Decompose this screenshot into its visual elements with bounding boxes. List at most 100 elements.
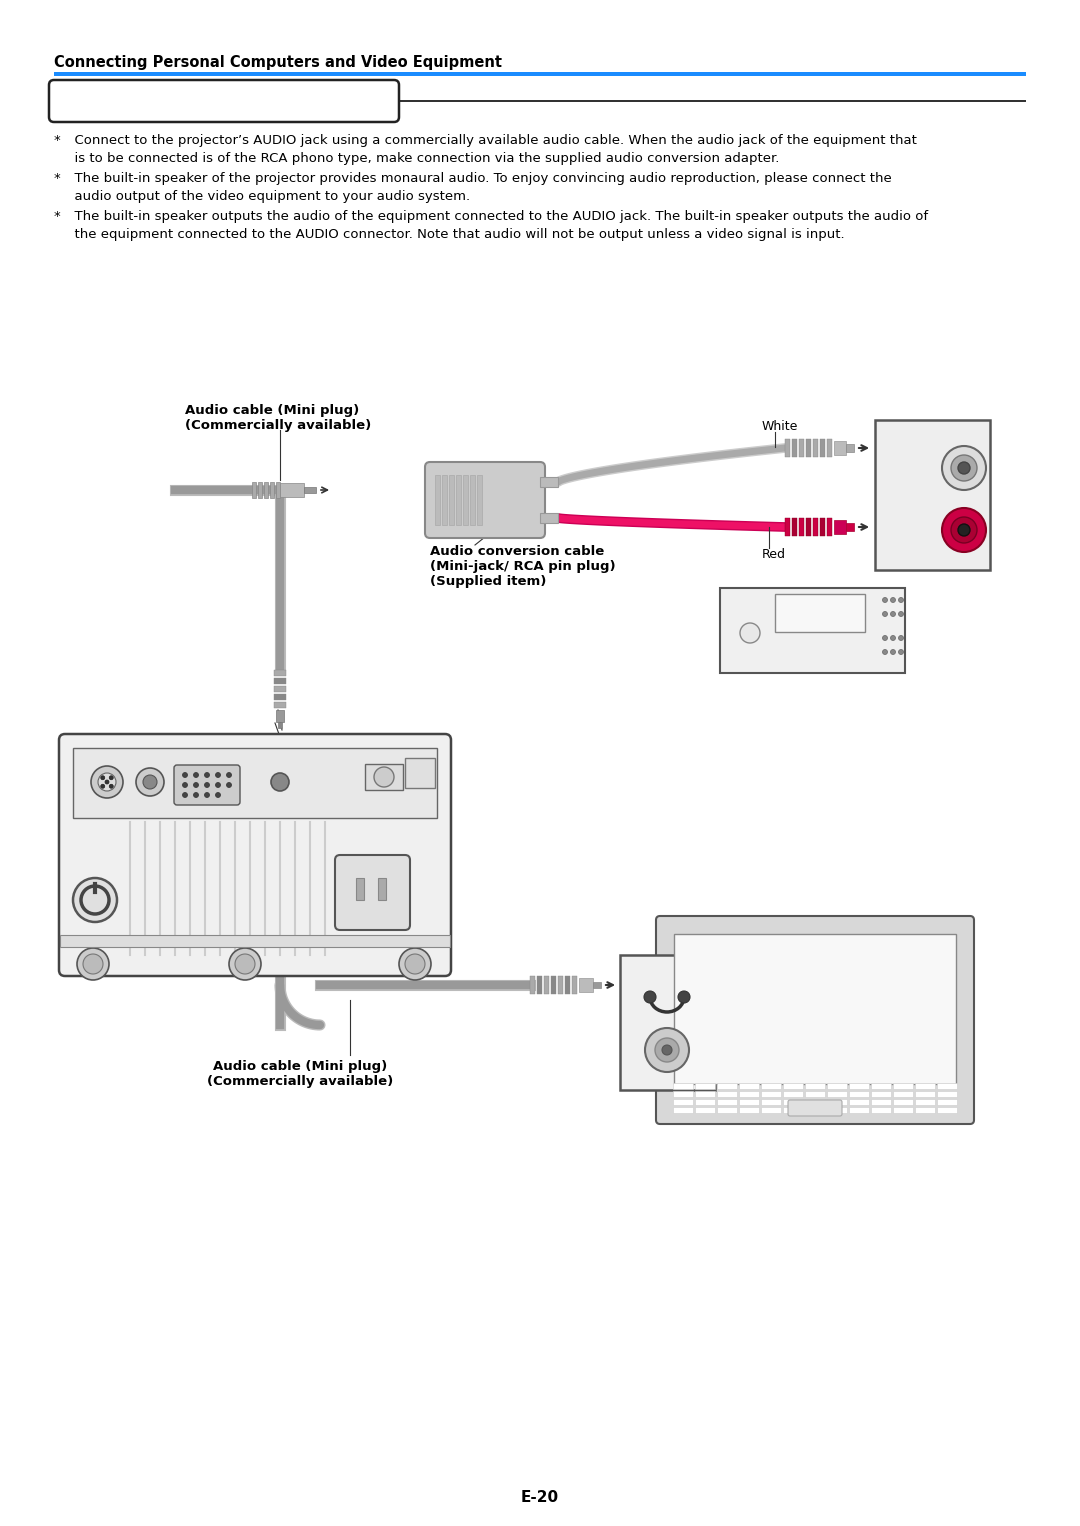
Circle shape [183,772,188,778]
Circle shape [662,1045,672,1054]
Bar [915,1106,935,1112]
Bar [463,475,468,525]
Circle shape [951,455,977,481]
Text: R: R [946,523,960,542]
Bar [274,694,286,700]
Bar [820,517,825,536]
Bar [696,1106,715,1112]
Circle shape [958,462,970,475]
Text: AUDIO OUT: AUDIO OUT [879,424,949,433]
Bar [477,475,482,525]
Circle shape [958,523,970,536]
Bar [937,1083,957,1090]
Bar [893,1083,913,1090]
Bar [537,977,542,993]
Bar [813,517,818,536]
FancyBboxPatch shape [788,1100,842,1116]
Circle shape [235,954,255,974]
Bar [551,977,556,993]
Circle shape [73,877,117,922]
Circle shape [77,948,109,980]
Text: Audio cable (Mini plug)
(Commercially available): Audio cable (Mini plug) (Commercially av… [207,1061,393,1088]
Bar [792,439,797,456]
Circle shape [271,774,289,790]
Bar [834,441,846,455]
Circle shape [654,1038,679,1062]
Bar [739,1091,759,1097]
Bar [893,1099,913,1105]
Bar [274,670,286,676]
Bar [456,475,461,525]
Bar [827,1083,847,1090]
Bar [806,517,811,536]
Bar [673,1106,693,1112]
Circle shape [942,508,986,552]
Bar [870,1091,891,1097]
Bar [544,977,549,993]
Circle shape [891,612,895,617]
Bar [717,1091,737,1097]
Bar [276,482,280,497]
Bar [449,475,454,525]
Bar [937,1091,957,1097]
Bar [274,702,286,708]
Circle shape [951,517,977,543]
Bar [783,1091,804,1097]
Circle shape [227,783,231,787]
Bar [849,1091,869,1097]
Bar [785,517,789,536]
Circle shape [891,635,895,641]
Bar [558,977,563,993]
Bar [827,1091,847,1097]
Bar [937,1099,957,1105]
Bar [783,1106,804,1112]
Bar [405,758,435,787]
Text: audio output of the video equipment to your audio system.: audio output of the video equipment to y… [66,191,470,203]
FancyBboxPatch shape [335,855,410,929]
Text: The built-in speaker outputs the audio of the equipment connected to the AUDIO j: The built-in speaker outputs the audio o… [66,211,928,223]
Text: White: White [762,420,798,433]
Text: VIDEO: VIDEO [789,598,834,610]
Circle shape [183,792,188,798]
Bar [303,487,316,493]
Circle shape [109,775,113,780]
Bar [540,478,558,487]
Circle shape [193,792,199,798]
Circle shape [399,948,431,980]
Circle shape [882,612,888,617]
Circle shape [942,446,986,490]
Bar [739,1083,759,1090]
Bar [805,1083,825,1090]
Circle shape [644,990,656,1003]
Bar [849,1083,869,1090]
Bar [252,482,256,497]
Bar [915,1091,935,1097]
FancyBboxPatch shape [174,765,240,806]
Circle shape [678,990,690,1003]
Circle shape [899,650,904,655]
Bar [805,1091,825,1097]
Bar [278,722,282,728]
Bar [827,439,832,456]
Bar [442,475,447,525]
Bar [761,1099,781,1105]
Bar [783,1099,804,1105]
Bar [761,1083,781,1090]
Bar [827,1099,847,1105]
Bar [783,1083,804,1090]
Circle shape [100,784,105,789]
Bar [792,517,797,536]
Bar [378,877,386,900]
Text: Connecting Personal Computers and Video Equipment: Connecting Personal Computers and Video … [54,55,502,70]
Circle shape [83,954,103,974]
Bar [696,1099,715,1105]
Bar [915,1083,935,1090]
Bar [806,439,811,456]
Bar [470,475,475,525]
Circle shape [183,783,188,787]
Text: the equipment connected to the AUDIO connector. Note that audio will not be outp: the equipment connected to the AUDIO con… [66,227,845,241]
Bar [849,1099,869,1105]
Bar [775,594,865,632]
Bar [435,475,440,525]
Circle shape [193,772,199,778]
